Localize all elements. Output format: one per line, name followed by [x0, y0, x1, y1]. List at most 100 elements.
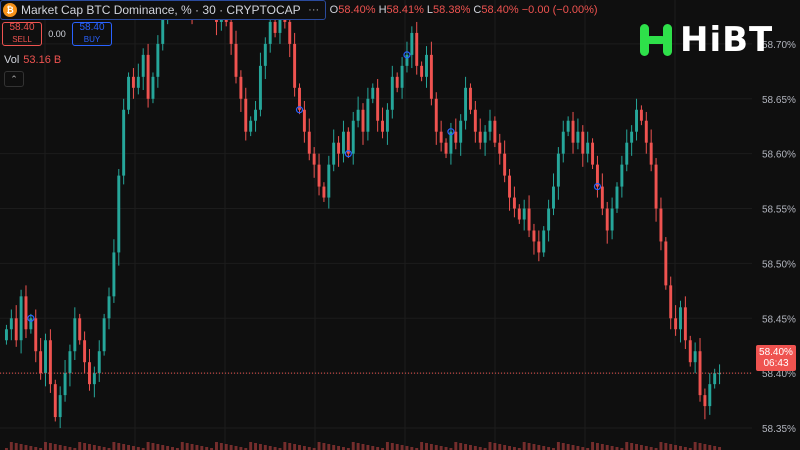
candle-body [595, 164, 599, 187]
hibt-logo-icon [640, 24, 672, 56]
volume-bar [185, 443, 189, 450]
volume-bar [78, 442, 82, 450]
candle-body [425, 54, 428, 77]
volume-bar [146, 442, 150, 450]
candle-body [444, 142, 448, 154]
volume-bar [420, 442, 424, 450]
candle-body [229, 21, 233, 44]
candle-body [635, 109, 638, 132]
symbol-title[interactable]: Market Cap BTC Dominance, % · 30 · CRYPT… [21, 3, 301, 17]
volume-bar [283, 442, 287, 450]
volume-bar [24, 445, 28, 450]
volume-bar [219, 443, 223, 450]
volume-bar [366, 445, 370, 450]
candle-body [576, 131, 580, 143]
volume-bar [88, 444, 91, 450]
candle-body [390, 76, 394, 110]
volume-bar [210, 448, 214, 450]
volume-bar [215, 442, 218, 450]
signal-marker [403, 51, 411, 59]
candle-body [547, 208, 551, 231]
candle-body [713, 373, 717, 385]
volume-bar [693, 442, 697, 450]
volume-bar [464, 444, 468, 450]
volume-bar [488, 442, 492, 450]
volume-bar [141, 448, 145, 450]
candle-body [239, 76, 243, 99]
volume-bar [615, 447, 619, 450]
more-icon[interactable]: ··· [308, 4, 320, 16]
bar-countdown: 06:43 [763, 358, 789, 369]
volume-bar [625, 442, 629, 450]
buy-button[interactable]: 58.40 BUY [72, 22, 112, 46]
candle-body [669, 285, 673, 319]
candle-body [258, 65, 262, 110]
signal-marker [593, 182, 602, 191]
volume-bar [4, 448, 8, 450]
candle-body [625, 142, 629, 165]
volume-bar [639, 445, 643, 450]
volume-bar [390, 443, 394, 450]
volume-bar [454, 442, 458, 450]
candle-body [586, 142, 590, 154]
volume-bar [298, 445, 301, 450]
volume-bar [586, 448, 590, 450]
sell-button[interactable]: 58.40 SELL [2, 22, 42, 46]
volume-bar [293, 444, 297, 450]
candle-body [498, 142, 502, 154]
candle-body [439, 131, 443, 143]
volume-bar [503, 445, 507, 450]
volume-bar [620, 448, 624, 450]
candle-body [322, 186, 326, 198]
volume-bar [341, 447, 345, 450]
candle-body [591, 142, 595, 165]
volume-bar [400, 445, 404, 450]
volume-bar [190, 444, 194, 450]
candle-body [493, 120, 497, 143]
candle-body [610, 208, 614, 231]
volume-bar [581, 447, 585, 450]
candle-body [288, 21, 292, 44]
candle-body [434, 98, 438, 132]
volume-bar [610, 446, 614, 450]
collapse-icon[interactable]: ⌃ [4, 71, 24, 87]
candle-body [473, 109, 477, 132]
volume-bar [600, 444, 604, 450]
volume-bar [249, 442, 253, 450]
y-tick-label: 58.55% [762, 205, 796, 216]
volume-bar [127, 445, 131, 450]
y-tick-label: 58.65% [762, 95, 796, 106]
buy-price: 58.40 [79, 22, 105, 33]
candle-body [527, 208, 531, 231]
ohlc-value: 58.40% [338, 4, 379, 16]
volume-bar [200, 446, 204, 450]
volume-bar [273, 447, 277, 450]
candle-body [532, 230, 536, 242]
candle-body [605, 208, 609, 231]
volume-bar [713, 446, 717, 450]
y-tick-label: 58.45% [762, 314, 796, 325]
volume-bar [117, 443, 121, 450]
hibt-logo: HiBT [636, 20, 773, 60]
volume-bar [576, 446, 580, 450]
candle-body [73, 318, 77, 352]
candle-body [302, 109, 306, 132]
volume-value: 53.16 B [23, 54, 62, 66]
candle-body [395, 76, 399, 88]
ohlc-key: L [426, 4, 434, 16]
candle-body [468, 87, 472, 110]
candle-body [415, 32, 419, 66]
candle-body [151, 76, 155, 99]
y-tick-label: 58.70% [762, 40, 796, 51]
volume-bar [556, 442, 560, 450]
volume-bar [381, 448, 385, 450]
candle-body [488, 120, 492, 132]
symbol-box[interactable]: ₿ Market Cap BTC Dominance, % · 30 · CRY… [0, 0, 326, 20]
candle-body [703, 395, 707, 407]
volume-bar [635, 444, 638, 450]
sell-label: SELL [12, 35, 32, 44]
candle-body [356, 109, 360, 121]
volume-bar [171, 447, 174, 450]
candle-body [381, 120, 385, 132]
